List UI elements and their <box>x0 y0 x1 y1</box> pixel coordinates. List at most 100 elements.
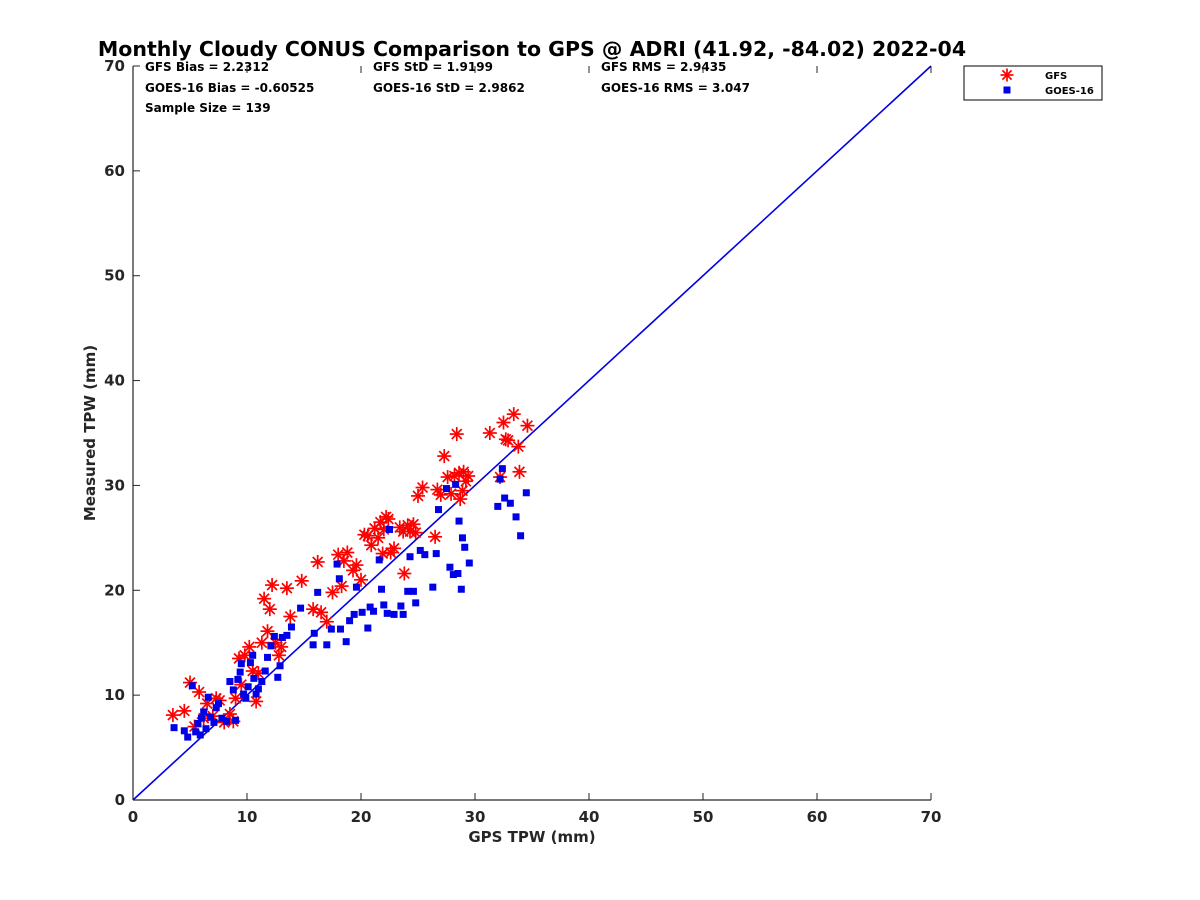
goes16-point <box>390 610 398 618</box>
one-to-one-line <box>132 65 932 801</box>
gfs-point <box>387 541 402 556</box>
gfs-point <box>415 480 430 495</box>
goes16-point <box>229 686 237 694</box>
goes16-point <box>412 599 420 607</box>
gfs-point <box>520 418 535 433</box>
gfs-point <box>314 605 329 620</box>
goes16-point <box>378 585 386 593</box>
goes16-point <box>276 662 284 670</box>
goes16-point <box>215 700 222 708</box>
gfs-point <box>449 427 464 442</box>
legend-goes16-marker <box>1003 86 1011 94</box>
goes16-point <box>449 571 457 579</box>
goes16-point <box>432 550 440 558</box>
goes16-point <box>254 685 262 693</box>
gfs-point <box>482 426 497 440</box>
goes16-point <box>236 668 244 676</box>
gfs-point <box>354 572 368 587</box>
gfs-point <box>279 581 294 596</box>
goes16-point <box>333 560 341 568</box>
goes16-point <box>421 551 429 559</box>
goes16-point <box>358 608 366 616</box>
gfs-point <box>260 624 275 639</box>
goes16-point <box>498 465 506 473</box>
goes16-point <box>297 604 305 612</box>
gfs-point <box>349 558 364 573</box>
goes16-point <box>194 719 202 727</box>
gfs-point <box>283 609 298 624</box>
goes16-point <box>323 641 331 649</box>
goes16-point <box>180 727 188 735</box>
legend-gfs-label: GFS <box>1045 71 1067 82</box>
gfs-point <box>406 517 421 532</box>
goes16-point <box>465 559 473 567</box>
goes16-point <box>512 513 520 521</box>
x-tick-label: 20 <box>351 808 372 826</box>
goes16-point <box>242 694 250 702</box>
goes16-point <box>455 517 463 525</box>
goes16-point <box>258 678 266 686</box>
goes16-point <box>200 708 208 716</box>
goes16-point <box>522 489 530 497</box>
goes16-point <box>496 475 504 483</box>
goes16-point <box>188 682 196 690</box>
goes16-point <box>350 610 358 618</box>
goes16-point <box>454 570 462 578</box>
legend-gfs-marker <box>1000 68 1014 82</box>
gfs-point <box>165 708 180 723</box>
goes16-point <box>240 690 248 698</box>
goes16-point <box>212 704 220 712</box>
gfs-point <box>458 474 473 489</box>
y-tick-label: 10 <box>104 686 125 704</box>
goes16-point <box>517 532 525 540</box>
goes16-point <box>234 675 242 683</box>
goes16-series <box>170 465 530 741</box>
gfs-point <box>428 529 443 544</box>
gfs-point <box>512 464 527 479</box>
gfs-point <box>506 407 521 422</box>
goes16-point <box>506 499 514 507</box>
gfs-point <box>461 468 476 483</box>
goes16-point <box>192 728 200 736</box>
gfs-point <box>262 602 277 617</box>
gfs-point <box>271 648 286 663</box>
goes16-point <box>237 660 245 668</box>
goes16-point <box>457 585 465 593</box>
goes16-point <box>406 553 414 561</box>
gfs-point <box>325 585 340 600</box>
y-tick-label: 20 <box>104 581 125 599</box>
gfs-point <box>319 614 334 629</box>
goes16-point <box>278 633 286 641</box>
goes16-point <box>261 667 269 675</box>
x-tick-label: 0 <box>128 808 138 826</box>
gfs-point <box>177 703 192 718</box>
goes16-point <box>210 718 218 726</box>
reference-line-group <box>132 65 932 801</box>
gfs-point <box>408 525 423 540</box>
goes16-point <box>370 607 378 615</box>
goes16-point <box>352 583 360 591</box>
goes16-point <box>170 724 178 732</box>
gfs-point <box>306 602 321 617</box>
goes16-point <box>283 631 291 639</box>
goes16-point <box>461 543 469 551</box>
gfs-point <box>453 492 468 507</box>
gfs-series <box>165 407 535 734</box>
legend: GFS GOES-16 <box>963 65 1103 101</box>
goes16-point <box>249 651 257 659</box>
stat-1-2: GOES-16 RMS = 3.047 <box>601 81 750 95</box>
gfs-point <box>437 449 452 464</box>
goes16-point <box>458 534 466 542</box>
goes16-point <box>232 716 240 724</box>
goes16-point <box>270 632 278 640</box>
goes16-point <box>452 480 460 488</box>
x-tick-label: 70 <box>921 808 942 826</box>
y-tick-label: 30 <box>104 476 125 494</box>
goes16-point <box>409 587 417 595</box>
y-tick-label: 70 <box>104 57 125 75</box>
goes16-point <box>184 733 192 741</box>
goes16-point <box>364 624 372 632</box>
goes16-point <box>375 556 383 564</box>
x-tick-label: 50 <box>693 808 714 826</box>
goes16-point <box>429 583 437 591</box>
